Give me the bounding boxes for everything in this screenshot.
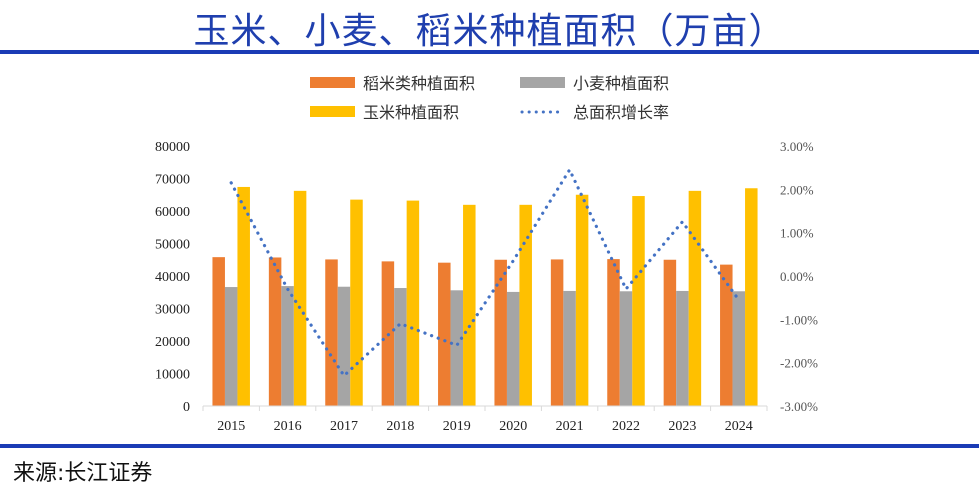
bar-rice xyxy=(494,259,507,406)
bar-wheat xyxy=(450,290,464,406)
bar-rice xyxy=(438,262,451,406)
legend-label: 总面积增长率 xyxy=(573,103,669,122)
bar-wheat xyxy=(394,288,407,406)
x-tick-label: 2017 xyxy=(330,419,358,434)
left-tick-label: 40000 xyxy=(155,270,190,285)
bar-corn xyxy=(293,190,307,406)
left-tick-label: 10000 xyxy=(155,368,190,383)
bar-wheat xyxy=(563,290,576,406)
left-tick-label: 50000 xyxy=(155,238,190,253)
bar-wheat xyxy=(506,291,520,406)
right-tick-label: 3.00% xyxy=(780,139,814,154)
x-tick-label: 2016 xyxy=(274,419,302,434)
bar-corn xyxy=(519,204,532,406)
bar-rice xyxy=(607,259,620,406)
bar-rice xyxy=(663,259,677,406)
bar-wheat xyxy=(281,286,294,406)
growth-rate-line xyxy=(229,166,741,379)
left-tick-label: 60000 xyxy=(155,205,190,220)
x-tick-label: 2020 xyxy=(499,419,527,434)
bar-wheat xyxy=(676,290,689,406)
legend-swatch xyxy=(520,77,565,88)
title-divider xyxy=(0,50,979,54)
x-axis: 2015 2016 2017 2018 2019 2020 2021 2022 2023 2024 xyxy=(202,405,768,434)
x-tick-label: 2015 xyxy=(217,419,245,434)
left-tick-label: 0 xyxy=(183,400,190,415)
x-tick-label: 2018 xyxy=(386,419,414,434)
bar-rice xyxy=(212,257,225,406)
left-tick-label: 30000 xyxy=(155,303,190,318)
bar-rice xyxy=(720,264,733,406)
bar-corn xyxy=(688,190,702,406)
legend-swatch xyxy=(310,106,355,117)
x-tick-label: 2022 xyxy=(612,419,640,434)
bar-corn xyxy=(575,194,589,406)
bar-corn xyxy=(745,188,758,406)
legend-label: 小麦种植面积 xyxy=(573,74,669,93)
x-tick-label: 2023 xyxy=(668,419,696,434)
bar-corn xyxy=(350,199,363,406)
bar-wheat xyxy=(619,291,633,406)
footer-divider xyxy=(0,444,979,448)
right-tick-label: 2.00% xyxy=(780,182,814,197)
bars xyxy=(212,186,758,406)
bar-wheat xyxy=(732,291,746,406)
left-tick-label: 70000 xyxy=(155,173,190,188)
right-tick-label: -1.00% xyxy=(780,312,818,327)
bar-rice xyxy=(550,259,564,406)
right-tick-label: 1.00% xyxy=(780,226,814,241)
bar-corn xyxy=(406,200,420,406)
bar-wheat xyxy=(337,286,351,406)
legend-label: 玉米种植面积 xyxy=(363,103,459,122)
right-tick-label: -2.00% xyxy=(780,356,818,371)
left-axis: 0 10000 20000 30000 40000 50000 60000 70000 8000… xyxy=(155,140,190,415)
bar-corn xyxy=(632,196,645,406)
bar-rice xyxy=(268,257,282,406)
chart-title: 玉米、小麦、稻米种植面积（万亩） xyxy=(193,11,786,52)
x-tick-label: 2019 xyxy=(443,419,471,434)
source-note: 来源:长江证券 xyxy=(13,461,153,486)
right-axis: -3.00% -2.00% -1.00% 0.00% 1.00% 2.00% 3.00% xyxy=(780,139,818,414)
right-tick-label: 0.00% xyxy=(780,269,814,284)
growth-line xyxy=(229,166,741,379)
left-tick-label: 80000 xyxy=(155,140,190,155)
legend-swatch xyxy=(310,77,355,88)
x-tick-label: 2021 xyxy=(556,419,584,434)
bar-corn xyxy=(237,186,250,406)
bar-rice xyxy=(325,259,338,406)
right-tick-label: -3.00% xyxy=(780,399,818,414)
legend-label: 稻米类种植面积 xyxy=(363,74,475,93)
left-tick-label: 20000 xyxy=(155,335,190,350)
bar-corn xyxy=(463,204,476,406)
x-tick-label: 2024 xyxy=(725,419,753,434)
bar-wheat xyxy=(224,287,238,406)
